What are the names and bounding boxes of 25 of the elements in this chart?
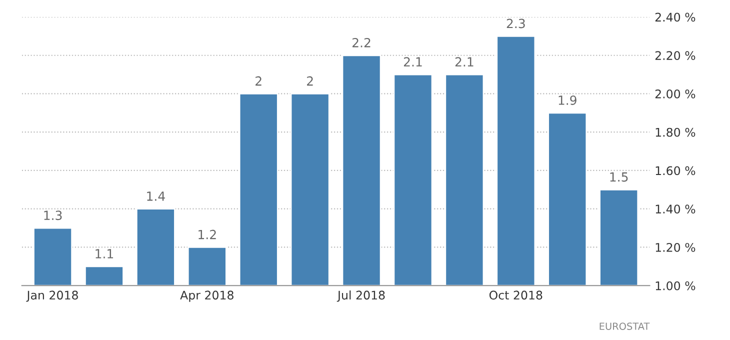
x-tick-label: Jan 2018 bbox=[26, 290, 78, 302]
data-label: 1.5 bbox=[610, 172, 628, 182]
y-tick-label: 2.40 % bbox=[655, 12, 696, 22]
data-label: 1.1 bbox=[96, 249, 114, 258]
data-label: 2.1 bbox=[404, 57, 422, 66]
y-tick-label: 1.80 % bbox=[656, 128, 696, 137]
data-label: 2 bbox=[307, 76, 313, 86]
data-label: 1.9 bbox=[558, 95, 576, 105]
y-tick-label: 1.20 % bbox=[656, 242, 696, 252]
data-label: 2.1 bbox=[455, 57, 474, 66]
data-label: 2.2 bbox=[352, 38, 370, 48]
data-label: 1.2 bbox=[198, 230, 216, 240]
y-tick-label: 2.20 % bbox=[655, 51, 696, 60]
x-tick-label: Oct 2018 bbox=[489, 290, 542, 300]
x-tick-label: Jul 2018 bbox=[336, 290, 385, 302]
x-tick-label: Apr 2018 bbox=[180, 290, 234, 302]
y-tick-label: 1.00 % bbox=[656, 281, 696, 290]
y-tick-label: 1.40 % bbox=[656, 204, 696, 214]
y-tick-label: 2.00 % bbox=[655, 89, 696, 98]
data-label: 1.3 bbox=[44, 210, 62, 220]
text: EUROSTAT bbox=[600, 322, 650, 330]
data-label: 2.3 bbox=[506, 18, 525, 28]
data-label: 2 bbox=[256, 76, 262, 86]
y-tick-label: 1.60 % bbox=[656, 166, 696, 176]
data-label: 1.4 bbox=[147, 192, 165, 201]
